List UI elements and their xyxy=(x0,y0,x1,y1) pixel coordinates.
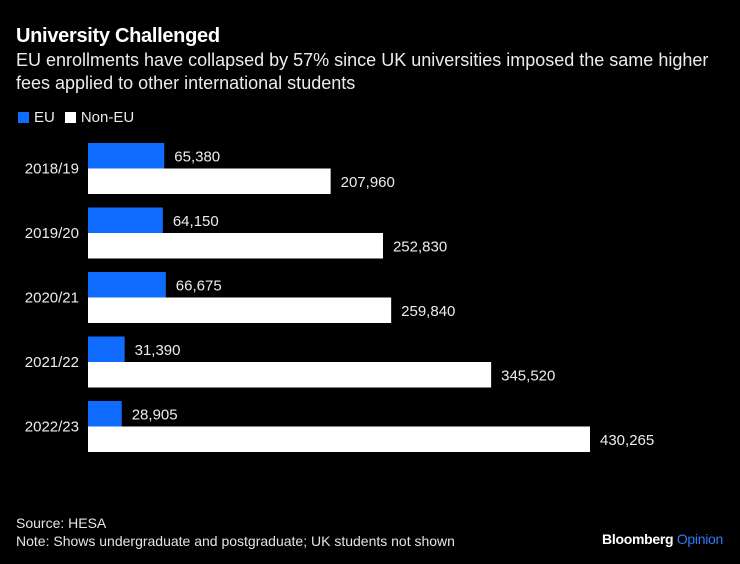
category-label: 2021/22 xyxy=(25,354,79,371)
data-label-eu: 66,675 xyxy=(176,277,222,294)
chart-title: University Challenged xyxy=(16,25,220,47)
data-label-non-eu: 430,265 xyxy=(600,432,654,449)
bar-eu xyxy=(88,143,165,169)
bar-non-eu xyxy=(88,297,392,323)
bar-non-eu xyxy=(88,168,331,194)
source-note: Source: HESA xyxy=(16,515,107,531)
category-label: 2019/20 xyxy=(25,225,79,242)
data-label-eu: 31,390 xyxy=(135,342,181,359)
chart-note: Note: Shows undergraduate and postgradua… xyxy=(16,533,455,549)
legend-swatch-non-eu xyxy=(64,112,76,123)
legend: EU Non-EU xyxy=(18,109,144,126)
bar-eu xyxy=(88,401,122,427)
legend-item-non-eu: Non-EU xyxy=(64,109,135,126)
bar-eu xyxy=(88,272,166,298)
brand-name: Bloomberg xyxy=(602,531,674,547)
bar-non-eu xyxy=(88,362,492,388)
bar-non-eu xyxy=(88,426,590,452)
data-label-non-eu: 259,840 xyxy=(401,303,455,320)
brand-section: Opinion xyxy=(676,531,723,547)
category-label: 2018/19 xyxy=(25,161,79,178)
data-label-non-eu: 252,830 xyxy=(393,238,447,255)
legend-swatch-eu xyxy=(18,112,29,123)
footer: Source: HESA Note: Shows undergraduate a… xyxy=(16,514,455,550)
data-label-eu: 65,380 xyxy=(174,148,220,165)
bar-non-eu xyxy=(88,233,383,259)
data-label-eu: 64,150 xyxy=(173,213,219,230)
bar-eu xyxy=(88,336,125,362)
data-label-eu: 28,905 xyxy=(132,406,178,423)
bar-eu xyxy=(88,207,163,233)
category-label: 2020/21 xyxy=(25,290,79,307)
legend-label-eu: EU xyxy=(34,109,55,126)
data-label-non-eu: 207,960 xyxy=(341,174,395,191)
brand-logo: Bloomberg Opinion xyxy=(602,531,723,547)
legend-item-eu: EU xyxy=(18,109,55,126)
legend-label-non-eu: Non-EU xyxy=(80,109,135,126)
category-label: 2022/23 xyxy=(25,419,79,436)
chart-subtitle: EU enrollments have collapsed by 57% sin… xyxy=(16,50,709,93)
data-label-non-eu: 345,520 xyxy=(501,367,555,384)
